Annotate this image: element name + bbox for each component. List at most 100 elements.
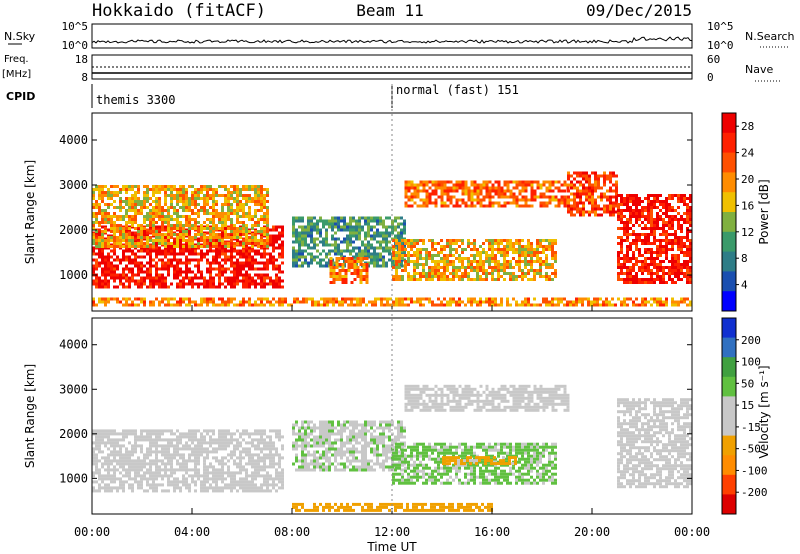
heatmap-cell	[134, 264, 137, 268]
heatmap-cell	[128, 245, 131, 248]
heatmap-cell	[116, 242, 119, 245]
heatmap-cell	[197, 197, 200, 200]
heatmap-cell	[116, 194, 119, 197]
heatmap-cell	[337, 246, 340, 250]
colorbar-tick-label: 28	[741, 120, 754, 133]
heatmap-cell	[203, 212, 206, 215]
heatmap-cell	[320, 303, 323, 307]
heatmap-cell	[488, 242, 491, 245]
heatmap-cell	[449, 263, 452, 266]
heatmap-cell	[557, 303, 560, 307]
heatmap-cell	[134, 212, 137, 215]
heatmap-cell	[167, 468, 170, 472]
heatmap-cell	[473, 248, 476, 251]
heatmap-cell	[494, 269, 497, 272]
heatmap-cell	[683, 251, 686, 254]
heatmap-cell	[161, 273, 164, 277]
heatmap-cell	[392, 257, 395, 260]
heatmap-cell	[95, 267, 98, 271]
heatmap-cell	[686, 221, 689, 224]
heatmap-cell	[346, 237, 349, 241]
heatmap-cell	[209, 261, 212, 265]
heatmap-cell	[221, 231, 224, 235]
heatmap-cell	[230, 285, 233, 289]
heatmap-cell	[140, 233, 143, 236]
heatmap-cell	[662, 266, 665, 269]
heatmap-cell	[233, 303, 236, 307]
heatmap-cell	[479, 266, 482, 269]
heatmap-cell	[683, 236, 686, 239]
heatmap-cell	[227, 212, 230, 215]
heatmap-cell	[674, 242, 677, 245]
heatmap-cell	[626, 224, 629, 227]
heatmap-cell	[188, 456, 191, 460]
heatmap-cell	[464, 189, 468, 193]
heatmap-cell	[191, 270, 194, 274]
heatmap-cell	[125, 264, 128, 268]
heatmap-cell	[632, 275, 635, 278]
heatmap-cell	[635, 281, 638, 284]
heatmap-cell	[242, 282, 245, 286]
heatmap-cell	[632, 251, 635, 254]
heatmap-cell	[343, 228, 346, 232]
heatmap-cell	[560, 195, 564, 199]
heatmap-cell	[491, 186, 495, 190]
heatmap-cell	[278, 276, 281, 280]
heatmap-cell	[167, 456, 170, 460]
heatmap-cell	[191, 480, 194, 484]
heatmap-cell	[641, 206, 644, 209]
heatmap-cell	[359, 303, 362, 307]
heatmap-cell	[122, 267, 125, 271]
heatmap-cell	[146, 276, 149, 280]
heatmap-cell	[458, 275, 461, 278]
heatmap-cell	[227, 276, 230, 280]
heatmap-cell	[206, 242, 209, 245]
heatmap-cell	[212, 258, 215, 262]
heatmap-cell	[644, 209, 647, 212]
heatmap-cell	[194, 200, 197, 203]
heatmap-cell	[164, 225, 167, 229]
heatmap-cell	[530, 195, 534, 199]
heatmap-cell	[272, 303, 275, 307]
heatmap-cell	[662, 251, 665, 254]
heatmap-cell	[344, 269, 348, 272]
heatmap-cell	[632, 233, 635, 236]
heatmap-cell	[358, 246, 361, 250]
heatmap-cell	[382, 219, 385, 223]
heatmap-cell	[503, 189, 507, 193]
heatmap-cell	[530, 263, 533, 266]
heatmap-cell	[316, 249, 319, 253]
heatmap-cell	[161, 468, 164, 472]
heatmap-cell	[329, 257, 333, 260]
heatmap-cell	[298, 216, 301, 220]
heatmap-cell	[104, 267, 107, 271]
heatmap-cell	[260, 255, 263, 259]
heatmap-cell	[397, 216, 400, 220]
heatmap-cell	[609, 189, 612, 193]
heatmap-cell	[476, 189, 480, 193]
heatmap-cell	[134, 432, 137, 436]
heatmap-cell	[361, 216, 364, 220]
heatmap-cell	[479, 183, 483, 187]
heatmap-cell	[221, 203, 224, 206]
heatmap-cell	[623, 197, 626, 200]
heatmap-cell	[206, 194, 209, 197]
heatmap-cell	[473, 297, 476, 301]
heatmap-cell	[425, 263, 428, 266]
heatmap-cell	[307, 243, 310, 247]
heatmap-cell	[191, 459, 194, 463]
heatmap-cell	[194, 465, 197, 469]
heatmap-cell	[128, 218, 131, 221]
heatmap-cell	[140, 267, 143, 271]
heatmap-cell	[461, 201, 465, 205]
heatmap-cell	[194, 489, 197, 493]
heatmap-cell	[140, 480, 143, 484]
heatmap-cell	[470, 204, 474, 208]
heatmap-cell	[185, 267, 188, 271]
heatmap-cell	[101, 450, 104, 454]
heatmap-cell	[292, 255, 295, 259]
heatmap-cell	[224, 252, 227, 256]
heatmap-cell	[242, 239, 245, 242]
heatmap-cell	[602, 303, 605, 307]
